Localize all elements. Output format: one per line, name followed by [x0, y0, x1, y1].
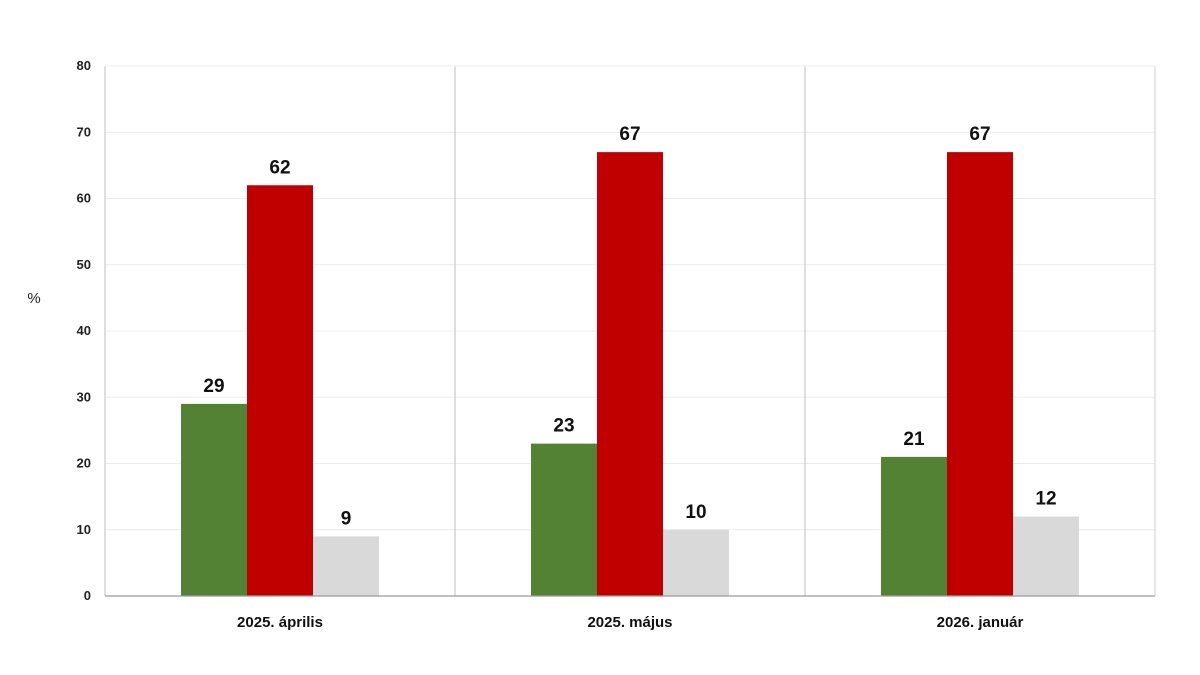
data-labels: 29 62 9 23 67 10 21 67 12	[203, 124, 1056, 529]
x-category-label-0: 2025. április	[237, 614, 323, 631]
y-tick-label-40: 40	[77, 323, 91, 338]
data-label-0-2: 9	[341, 508, 352, 529]
bar-2-2	[1013, 516, 1079, 596]
y-axis-title: %	[27, 290, 40, 307]
bar-0-2	[313, 536, 379, 596]
data-label-1-1: 67	[619, 124, 640, 145]
y-tick-label-20: 20	[77, 456, 91, 471]
y-tick-label-0: 0	[84, 588, 91, 603]
data-label-0-0: 29	[203, 376, 224, 397]
bar-2-0	[881, 456, 947, 596]
data-label-2-2: 12	[1035, 489, 1056, 510]
y-tick-label-80: 80	[77, 58, 91, 73]
bar-1-1	[597, 152, 663, 596]
bar-1-2	[663, 529, 729, 596]
y-tick-label-50: 50	[77, 257, 91, 272]
data-label-0-1: 62	[269, 157, 290, 178]
x-category-label-1: 2025. május	[587, 614, 672, 631]
bar-0-1	[247, 185, 313, 596]
data-label-2-1: 67	[969, 124, 990, 145]
bars	[181, 152, 1079, 596]
data-label-2-0: 21	[903, 429, 925, 450]
data-label-1-2: 10	[685, 502, 706, 523]
bar-0-0	[181, 403, 247, 596]
x-category-label-2: 2026. január	[937, 614, 1024, 631]
y-tick-label-60: 60	[77, 191, 91, 206]
bar-2-1	[947, 152, 1013, 596]
bar-1-0	[531, 443, 597, 596]
y-tick-label-10: 10	[77, 522, 91, 537]
y-tick-label-70: 70	[77, 124, 91, 139]
y-tick-label-30: 30	[77, 389, 91, 404]
data-label-1-0: 23	[553, 416, 574, 437]
axes: 0 10 20 30 40 50 60 70 80 2025. április 2025. máju…	[77, 58, 1156, 631]
category-separators	[454, 66, 806, 596]
